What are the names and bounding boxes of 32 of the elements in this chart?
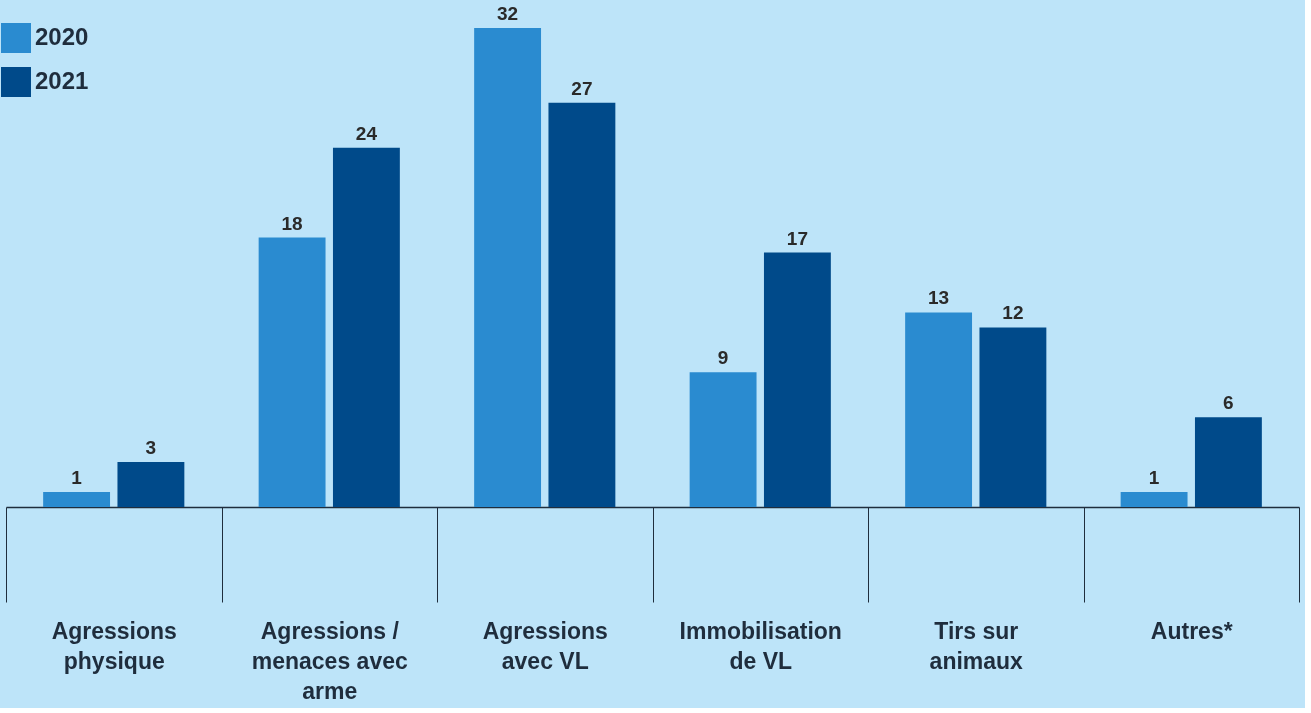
bar	[1120, 492, 1188, 507]
bar	[117, 462, 185, 507]
data-label: 12	[1002, 302, 1024, 324]
x-tick-label: Agressions avec VL	[482, 617, 608, 674]
bar	[43, 492, 111, 507]
data-label: 32	[497, 3, 519, 24]
bar	[763, 252, 831, 507]
data-label: 1	[1148, 467, 1160, 489]
bar	[689, 372, 757, 507]
data-label: 18	[281, 212, 303, 234]
data-label: 27	[571, 77, 593, 99]
x-tick-label: Autres*	[1150, 617, 1233, 644]
x-tick-label: Agressions physique	[51, 617, 177, 674]
bar	[548, 102, 616, 507]
bar	[905, 312, 973, 507]
bar	[474, 28, 542, 507]
data-label: 3	[145, 437, 157, 459]
x-tick-label: Agressions / menaces avec arme	[251, 617, 408, 704]
bar	[332, 147, 400, 507]
data-label: 13	[928, 287, 950, 309]
data-label: 24	[355, 122, 378, 144]
bar	[258, 237, 326, 507]
data-label: 17	[786, 227, 808, 249]
data-label: 6	[1223, 392, 1234, 414]
legend-label: 2021	[35, 67, 89, 94]
bar	[979, 327, 1047, 507]
bar	[1194, 417, 1262, 507]
legend-label: 2020	[35, 23, 89, 50]
x-tick-label: Tirs sur animaux	[929, 617, 1024, 674]
data-label: 1	[71, 467, 83, 489]
data-label: 9	[717, 347, 729, 369]
x-tick-label: Immobilisation de VL	[679, 617, 842, 674]
